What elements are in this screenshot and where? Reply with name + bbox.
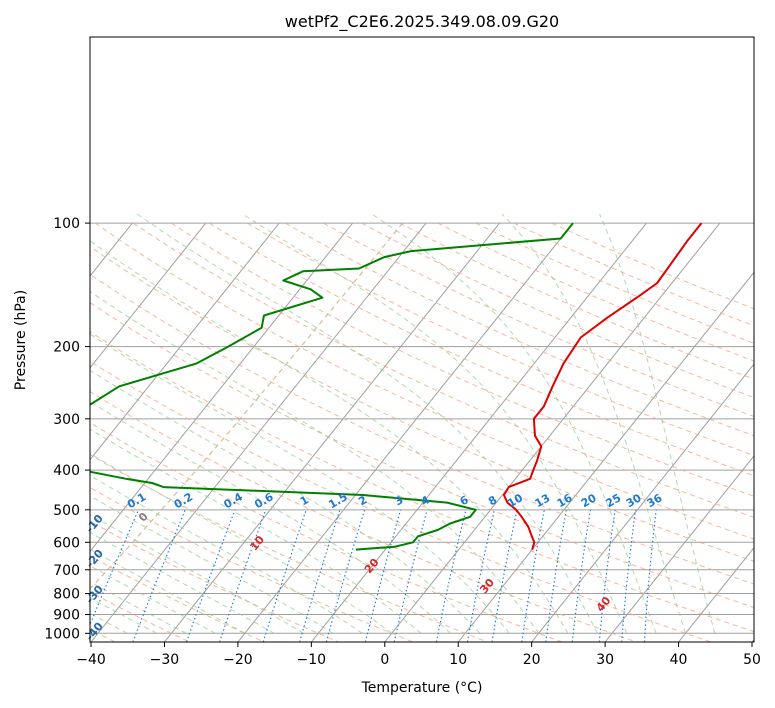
y-tick-label: 500 <box>53 503 80 519</box>
dewpoint-profile-line <box>90 222 574 551</box>
moist-adiabat-line <box>90 369 481 634</box>
dry-adiabat-line <box>90 486 414 642</box>
isotherm-line <box>384 222 721 642</box>
dry-adiabat-line <box>90 555 265 642</box>
x-tick-label: 40 <box>670 652 688 668</box>
dry-adiabat-line <box>90 422 563 642</box>
mixing-ratio-line <box>393 509 428 642</box>
mixing-ratio-line <box>598 509 616 642</box>
mixing-ratio-line <box>521 509 545 642</box>
mixing-ratio-line <box>132 509 186 642</box>
moist-adiabat-line <box>90 333 510 634</box>
mixing-ratio-line <box>643 509 657 642</box>
moist-adiabat-line <box>90 240 569 634</box>
moist-adiabat-line <box>599 213 716 634</box>
axis-ticks: −40 −30 −20 −10 0 10 20 30 40 50 100 200 300 400 500 60… <box>44 216 761 668</box>
moist-adiabat-line <box>90 495 334 634</box>
x-tick-label: 10 <box>449 652 467 668</box>
mixing-ratio-line <box>325 509 366 642</box>
x-tick-label: −30 <box>150 652 180 668</box>
moist-adiabat-line <box>90 628 99 634</box>
isotherm-line <box>90 222 207 369</box>
dry-adiabat-line <box>90 302 754 609</box>
moist-adiabat-line <box>371 213 657 634</box>
moist-adiabat-line <box>90 428 422 634</box>
mixing-ratio-line <box>571 509 592 642</box>
moist-adiabat-line <box>242 213 628 634</box>
x-axis-title: Temperature (°C) <box>361 680 483 696</box>
isotherm-line <box>164 222 500 642</box>
y-tick-label: 100 <box>53 216 80 232</box>
y-tick-label: 800 <box>53 587 80 603</box>
isotherm-line <box>237 222 574 642</box>
isotherm-line <box>457 271 754 642</box>
mixing-ratio-line <box>491 509 518 642</box>
temperature-profile-line <box>502 222 703 550</box>
moist-adiabat-line <box>501 213 686 634</box>
dry-adiabat-line <box>90 390 637 642</box>
x-tick-label: −20 <box>223 652 253 668</box>
dry-adiabat-line <box>90 591 190 642</box>
isotherm-line <box>310 222 647 642</box>
isotherm-line <box>90 222 280 461</box>
x-tick-label: −40 <box>76 652 106 668</box>
dry-adiabat-line <box>90 245 754 562</box>
profile-lines <box>90 222 703 551</box>
y-tick-label: 1000 <box>44 626 80 642</box>
y-tick-label: 900 <box>53 608 80 624</box>
mixing-ratio-line <box>185 509 236 642</box>
plot-frame <box>89 36 755 643</box>
dry-adiabat-line <box>361 222 754 399</box>
y-tick-label: 200 <box>53 340 80 356</box>
dry-adiabat-line <box>90 360 711 642</box>
mixing-ratio-line <box>621 509 637 642</box>
x-tick-label: 30 <box>596 652 614 668</box>
mixing-ratio-line <box>262 509 307 642</box>
y-tick-label: 400 <box>53 463 80 479</box>
mixing-ratio-line <box>364 509 402 642</box>
dry-adiabat-line <box>90 520 339 642</box>
dry-adiabat-line <box>90 273 754 585</box>
isotherm-line <box>0 223 59 642</box>
dry-adiabat-line <box>90 454 488 642</box>
dry-adiabat-line <box>209 222 754 477</box>
x-tick-label: −10 <box>297 652 327 668</box>
plot-background <box>90 37 754 642</box>
y-tick-label: 700 <box>53 563 80 579</box>
moist-adiabat-line <box>90 401 451 634</box>
chart-title: wetPf2_C2E6.2025.349.08.09.G20 <box>285 12 559 32</box>
dry-adiabat-line <box>90 331 754 633</box>
background-lines <box>0 213 754 642</box>
dry-adiabat-line <box>171 222 754 497</box>
x-tick-label: 50 <box>743 652 761 668</box>
dry-adiabat-line <box>0 223 41 642</box>
mixing-ratio-line <box>299 509 341 642</box>
x-tick-label: 20 <box>523 652 541 668</box>
mixing-ratio-line <box>219 509 267 642</box>
mixing-ratio-line <box>466 509 495 642</box>
isotherm-line <box>604 455 754 642</box>
isotherm-line <box>90 222 427 642</box>
isotherm-line <box>678 546 754 642</box>
moist-adiabat-dense-line <box>90 222 404 590</box>
y-tick-label: 300 <box>53 412 80 428</box>
y-axis-title: Pressure (hPa) <box>13 290 29 390</box>
dry-adiabat-line <box>247 222 754 457</box>
isotherm-line <box>90 222 354 553</box>
moist-adiabat-line <box>90 514 304 634</box>
mixing-ratio-line <box>435 509 467 642</box>
mixing-ratio-line <box>545 509 567 642</box>
isotherm-line <box>751 638 754 642</box>
isotherm-line <box>531 363 754 642</box>
y-tick-label: 600 <box>53 535 80 551</box>
x-tick-label: 0 <box>380 652 389 668</box>
